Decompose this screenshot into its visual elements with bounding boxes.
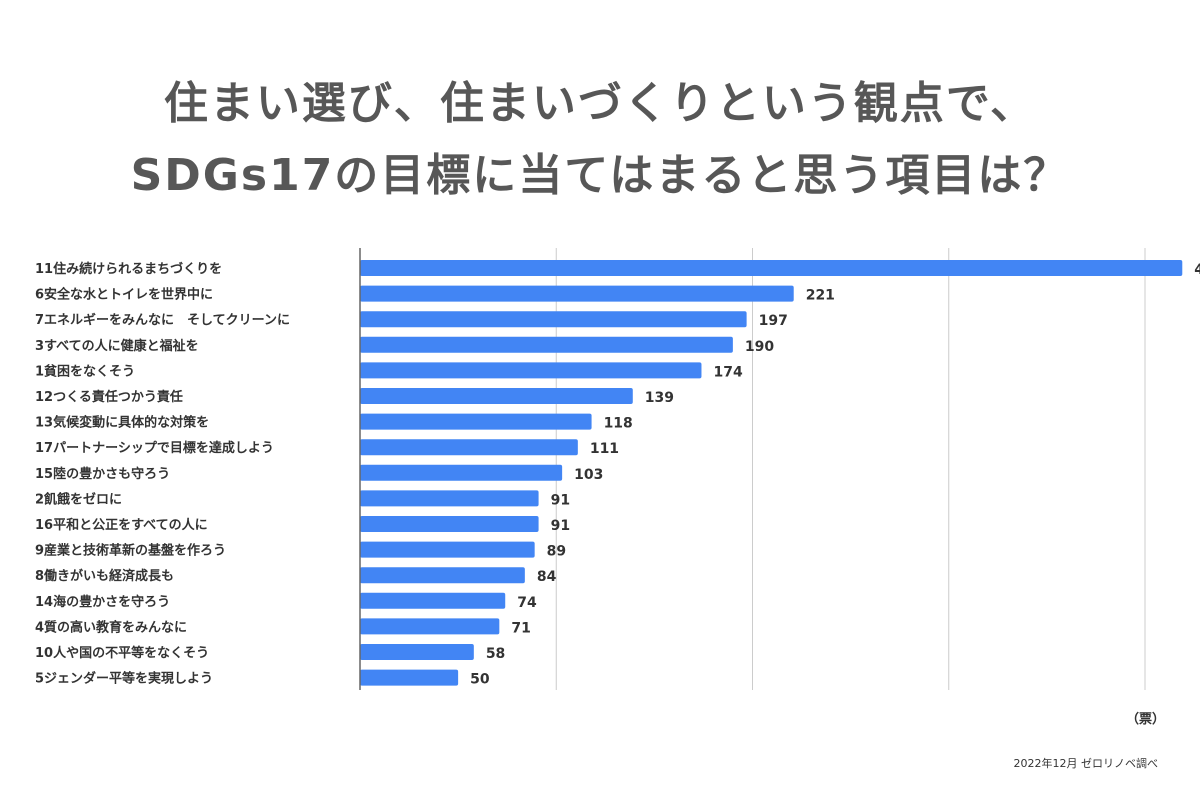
bar-15 [360,618,500,635]
value-label: 50 [470,672,490,688]
source-note: 2022年12月 ゼロリノベ調べ [1013,757,1159,770]
category-label: 17パートナーシップで目標を達成しよう [35,440,274,456]
bar-12 [360,541,535,558]
value-label: 111 [590,441,619,457]
bar-2 [360,285,794,302]
value-label: 71 [511,620,530,636]
category-label: 11住み続けられるまちづくりを [35,261,222,277]
bar-5 [360,362,702,379]
category-label: 14海の豊かさを守ろう [35,594,170,610]
bar-9 [360,464,563,481]
value-label: 221 [806,288,835,304]
value-label: 91 [551,518,570,534]
category-label: 15陸の豊かさも守ろう [35,466,170,482]
bar-10 [360,490,539,507]
bar-13 [360,567,525,584]
value-label: 84 [537,569,557,585]
value-label: 91 [551,492,570,508]
bar-11 [360,516,539,532]
category-label: 4質の高い教育をみんなに [35,619,187,635]
bar-1 [360,260,1183,276]
category-label: 2飢餓をゼロに [35,491,122,507]
value-label: 118 [604,416,633,432]
category-label: 13気候変動に具体的な対策を [35,415,209,431]
category-label: 16平和と公正をすべての人に [35,517,208,533]
value-label: 74 [517,595,537,611]
bar-17 [360,669,459,686]
category-label: 5ジェンダー平等を実現しよう [35,671,213,687]
category-label: 12つくる責任つかう責任 [35,389,183,405]
bar-3 [360,311,747,328]
bar-6 [360,388,633,404]
category-label: 6安全な水とトイレを世界中に [35,287,213,303]
bar-8 [360,439,578,456]
category-label: 7エネルギーをみんなに そしてクリーンに [35,312,290,328]
category-label: 8働きがいも経済成長も [35,568,174,584]
bar-14 [360,592,506,609]
bar-7 [360,413,592,430]
value-label: 103 [574,467,603,483]
value-label: 174 [713,364,742,380]
unit-label: （票） [1125,712,1165,727]
chart-title-line-2: SDGs17の目標に当てはまると思う項目は？ [130,150,1070,201]
category-label: 1貧困をなくそう [35,363,135,379]
value-label: 139 [645,390,674,406]
category-label: 9産業と技術革新の基盤を作ろう [35,543,226,559]
bar-4 [360,336,733,353]
value-label: 197 [759,313,788,329]
category-label: 10人や国の不平等をなくそう [35,645,209,661]
value-label: 58 [486,646,505,662]
chart-title-line-1: 住まい選び、住まいづくりという観点で、 [163,78,1037,129]
bar-16 [360,644,474,660]
value-label: 419 [1194,262,1200,278]
chart-title: 住まい選び、住まいづくりという観点で、 SDGs17の目標に当てはまると思う項目… [0,68,1200,212]
value-label: 89 [547,544,566,560]
category-label: 3すべての人に健康と福祉を [35,338,199,354]
value-label: 190 [745,339,774,355]
